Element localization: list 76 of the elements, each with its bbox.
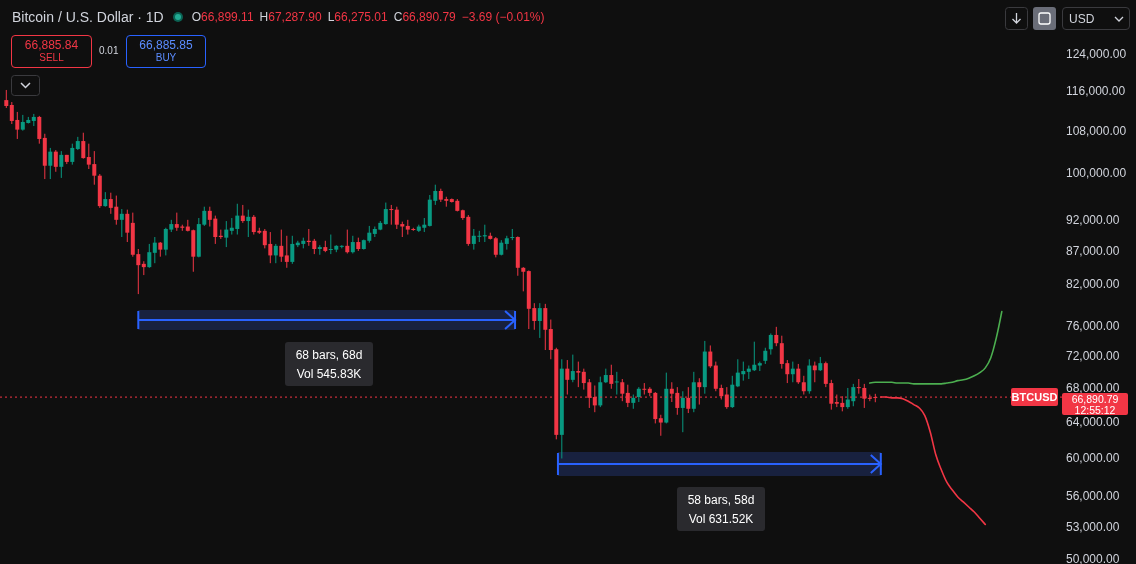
candlestick <box>570 354 575 383</box>
candlestick <box>642 382 647 396</box>
annotation: 66,885.84 <box>23 38 80 52</box>
text: BTCUSD <box>1011 391 1058 404</box>
candlestick <box>537 302 542 339</box>
candlestick <box>609 364 614 390</box>
candlestick <box>796 363 801 385</box>
text: USD <box>1062 7 1130 30</box>
candlestick <box>125 209 130 243</box>
candlestick <box>565 359 570 396</box>
line-series <box>869 310 1003 385</box>
candlestick <box>790 361 795 383</box>
y-tick-label: 56,000.00 <box>1066 488 1120 503</box>
candlestick <box>284 235 289 269</box>
annotation: 66,885.85 <box>138 38 194 52</box>
annotation: H67,287.90 <box>259 10 322 24</box>
candlestick <box>246 209 251 238</box>
candlestick <box>708 344 713 369</box>
candlestick <box>680 390 685 433</box>
candlestick <box>70 143 75 166</box>
annotation: −3.69 (−0.01%) <box>461 10 545 24</box>
candlestick <box>119 208 124 238</box>
text: Bitcoin / U.S. Dollar · 1D <box>12 9 164 25</box>
y-tick-label: 124,000.00 <box>1066 46 1127 61</box>
candlestick <box>730 375 735 409</box>
candlestick <box>768 332 773 356</box>
candlestick <box>345 229 350 254</box>
candlestick <box>774 326 779 347</box>
candlestick <box>224 220 229 248</box>
candlestick <box>521 266 526 292</box>
y-tick-label: 108,000.00 <box>1066 123 1127 138</box>
candlestick <box>279 229 284 263</box>
candlestick <box>543 303 548 351</box>
candlestick <box>801 375 806 396</box>
annotation: O66,899.11 <box>191 10 254 24</box>
candlestick <box>493 236 498 258</box>
annotation: L66,275.01 <box>327 10 388 24</box>
y-tick-label: 68,000.00 <box>1066 380 1120 395</box>
annotation: BUY <box>154 52 178 63</box>
candlestick <box>81 132 86 160</box>
candlestick <box>273 243 278 264</box>
candlestick <box>510 228 515 241</box>
annotation: 68 bars, 68d <box>295 348 363 362</box>
candlestick <box>383 202 388 226</box>
y-tick-label: 64,000.00 <box>1066 414 1120 429</box>
y-tick-label: 116,000.00 <box>1066 83 1126 98</box>
y-tick-label: 72,000.00 <box>1066 349 1120 364</box>
candlestick <box>576 361 581 388</box>
candlestick <box>59 150 64 179</box>
candlestick <box>856 378 861 395</box>
y-tick-label: 53,000.00 <box>1066 519 1120 534</box>
candlestick <box>48 147 53 180</box>
annotation: Vol 545.83K <box>296 367 362 381</box>
y-tick-label: 82,000.00 <box>1066 276 1120 291</box>
candlestick <box>53 149 58 173</box>
candlestick <box>290 235 295 265</box>
y-tick-label: 92,000.00 <box>1066 212 1120 227</box>
annotation: SELL <box>38 52 65 63</box>
candlestick <box>658 414 663 437</box>
candlestick <box>614 371 619 396</box>
candlestick <box>147 243 152 269</box>
text: 12:55:12 <box>1074 403 1116 416</box>
candlestick <box>598 376 603 408</box>
candlestick <box>389 204 394 226</box>
annotation: C66,890.79 <box>393 10 456 24</box>
y-tick-label: 50,000.00 <box>1066 551 1120 564</box>
annotation: 0.01 <box>99 45 119 56</box>
y-tick-label: 76,000.00 <box>1066 319 1120 334</box>
candlestick <box>37 115 42 145</box>
y-tick-label: 60,000.00 <box>1066 450 1120 465</box>
annotation: 58 bars, 58d <box>687 493 755 507</box>
y-tick-label: 87,000.00 <box>1066 243 1120 258</box>
ref-line-label: 66,890.79 <box>1071 393 1119 406</box>
candlestick <box>152 236 157 264</box>
y-tick-label: 100,000.00 <box>1066 166 1127 181</box>
annotation: Vol 631.52K <box>688 512 754 526</box>
